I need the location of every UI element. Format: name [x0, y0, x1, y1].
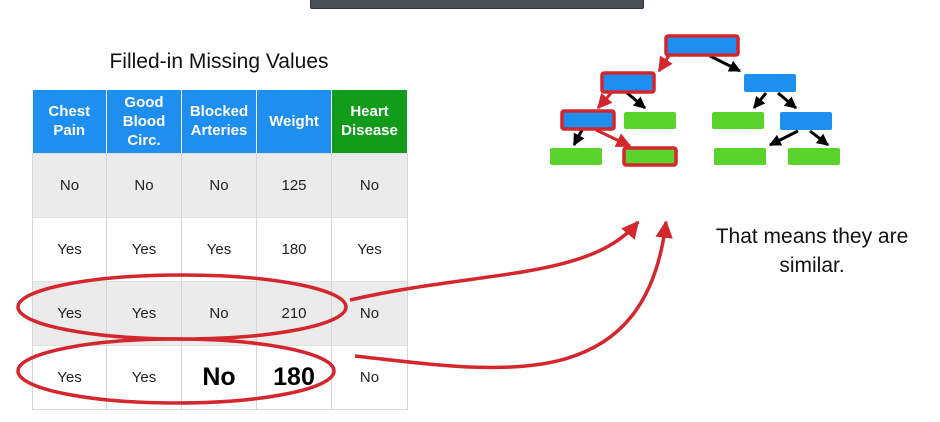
- tree-edge: [809, 129, 829, 147]
- table-cell: Yes: [106, 344, 182, 410]
- tree-node-root: [664, 34, 740, 57]
- table-cell: No: [181, 152, 257, 217]
- tree-node-blue: [780, 112, 832, 130]
- table-cell: Yes: [106, 280, 182, 345]
- table-header-row: Chest Pain Good Blood Circ. Blocked Arte…: [32, 90, 408, 153]
- tree-node-leaf: [550, 148, 602, 165]
- table-cell: Yes: [106, 216, 182, 281]
- table-title: Filled-in Missing Values: [109, 50, 329, 73]
- window-top-bar: [310, 0, 644, 9]
- table-cell: No: [331, 344, 408, 410]
- header-good-blood-circ: Good Blood Circ.: [106, 90, 182, 153]
- tree-node-leaf: [788, 148, 840, 165]
- arrow-row-4-to-tree: [354, 220, 673, 370]
- tree-edge-red: [657, 53, 673, 73]
- header-heart-disease: Heart Disease: [331, 90, 408, 153]
- table-cell: Yes: [181, 216, 257, 281]
- tree-node-leaf-highlighted: [622, 146, 678, 167]
- tree-edge-red: [596, 91, 614, 110]
- tree-edge: [777, 91, 797, 110]
- tree-node-leaf: [712, 112, 764, 129]
- tree-edge: [752, 92, 768, 109]
- tree-edge: [625, 90, 646, 110]
- table-cell: 180: [256, 216, 332, 281]
- table-cell: 125: [256, 152, 332, 217]
- tree-node-blue: [600, 71, 656, 94]
- filled-in-cell-weight: 180: [256, 344, 332, 410]
- tree-node-leaf: [624, 112, 676, 129]
- header-weight: Weight: [256, 90, 332, 153]
- header-blocked-arteries: Blocked Arteries: [181, 90, 257, 153]
- arrow-row-3-to-tree: [349, 220, 640, 302]
- tree-node-blue: [560, 109, 616, 131]
- tree-node-leaf: [714, 148, 766, 165]
- table-cell: No: [32, 152, 107, 217]
- header-chest-pain: Chest Pain: [32, 90, 107, 153]
- highlight-ellipse-row-3: [16, 273, 348, 341]
- table-row: No No No 125 No: [32, 152, 408, 217]
- tree-edge-red: [595, 128, 632, 148]
- tree-node-blue: [744, 74, 796, 92]
- highlight-ellipse-row-4: [16, 337, 336, 405]
- tree-edge: [572, 129, 585, 147]
- table-cell: Yes: [331, 216, 408, 281]
- table-cell: No: [331, 152, 408, 217]
- caption-text: That means they are similar.: [715, 225, 909, 277]
- table-row: Yes Yes Yes 180 Yes: [32, 216, 408, 281]
- table-cell: No: [106, 152, 182, 217]
- table-cell: Yes: [32, 216, 107, 281]
- tree-edge: [768, 129, 799, 147]
- table-cell: No: [181, 280, 257, 345]
- tree-edge: [709, 54, 742, 73]
